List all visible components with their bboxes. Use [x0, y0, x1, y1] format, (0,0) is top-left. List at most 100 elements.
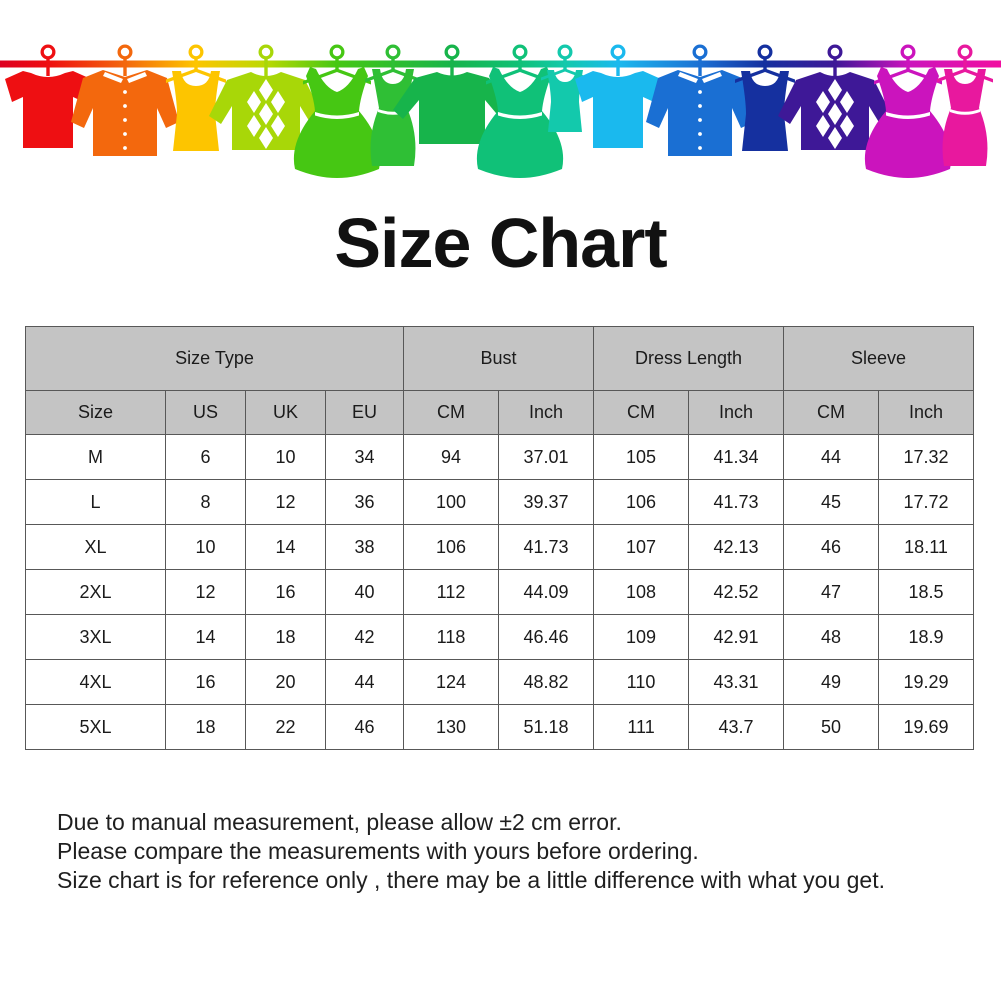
column-header: Size — [25, 390, 166, 435]
value-cell: 14 — [245, 524, 326, 570]
value-cell: 45 — [783, 479, 880, 525]
value-cell: 112 — [403, 569, 500, 615]
rainbow-rope-line — [0, 60, 1001, 68]
value-cell: 8 — [165, 479, 246, 525]
column-header: US — [165, 390, 246, 435]
group-header-dress-length: Dress Length — [593, 326, 785, 391]
note-line-1: Due to manual measurement, please allow … — [57, 809, 622, 835]
column-header: CM — [783, 390, 880, 435]
value-cell: 48.82 — [498, 659, 595, 705]
value-cell: 14 — [165, 614, 246, 660]
value-cell: 18 — [165, 704, 246, 750]
value-cell: 48 — [783, 614, 880, 660]
value-cell: 106 — [593, 479, 690, 525]
value-cell: 44 — [324, 659, 405, 705]
size-cell: L — [25, 479, 166, 525]
size-table: Size Type Bust Dress Length Sleeve Size US UK E… — [24, 326, 975, 750]
value-cell: 124 — [403, 659, 500, 705]
size-cell: 2XL — [25, 569, 166, 615]
value-cell: 47 — [783, 569, 880, 615]
value-cell: 46.46 — [498, 614, 595, 660]
value-cell: 36 — [324, 479, 405, 525]
group-header-sleeve: Sleeve — [783, 326, 975, 391]
value-cell: 44.09 — [498, 569, 595, 615]
column-header: CM — [403, 390, 500, 435]
value-cell: 18.9 — [878, 614, 975, 660]
group-header-bust: Bust — [403, 326, 595, 391]
value-cell: 42.13 — [688, 524, 785, 570]
note-line-3: Size chart is for reference only , there… — [57, 867, 885, 893]
value-cell: 17.32 — [878, 434, 975, 480]
value-cell: 10 — [245, 434, 326, 480]
table-row-4xl: 4XL 16 20 44 124 48.82 110 43.31 49 19.29 — [25, 659, 975, 705]
value-cell: 6 — [165, 434, 246, 480]
table-row-3xl: 3XL 14 18 42 118 46.46 109 42.91 48 18.9 — [25, 614, 975, 660]
value-cell: 106 — [403, 524, 500, 570]
table-row-xl: XL 10 14 38 106 41.73 107 42.13 46 18.11 — [25, 524, 975, 570]
group-header-size-type: Size Type — [24, 326, 405, 391]
yellow-tank-top-icon — [166, 44, 226, 151]
value-cell: 49 — [783, 659, 880, 705]
value-cell: 18 — [245, 614, 326, 660]
clothesline-banner — [0, 44, 1001, 178]
value-cell: 105 — [593, 434, 690, 480]
value-cell: 44 — [783, 434, 880, 480]
value-cell: 118 — [403, 614, 500, 660]
column-header: EU — [324, 390, 405, 435]
value-cell: 100 — [403, 479, 500, 525]
value-cell: 16 — [245, 569, 326, 615]
size-table-body: M 6 10 34 94 37.01 105 41.34 44 17.32 L 8 12 36 100 39.… — [25, 434, 975, 750]
value-cell: 107 — [593, 524, 690, 570]
value-cell: 42.91 — [688, 614, 785, 660]
size-cell: 3XL — [25, 614, 166, 660]
value-cell: 41.73 — [688, 479, 785, 525]
column-header: CM — [593, 390, 690, 435]
value-cell: 94 — [403, 434, 500, 480]
value-cell: 46 — [783, 524, 880, 570]
column-header: Inch — [688, 390, 785, 435]
value-cell: 17.72 — [878, 479, 975, 525]
value-cell: 111 — [593, 704, 690, 750]
value-cell: 41.34 — [688, 434, 785, 480]
value-cell: 20 — [245, 659, 326, 705]
size-table-head: Size Type Bust Dress Length Sleeve Size US UK E… — [24, 326, 975, 435]
column-header: Inch — [498, 390, 595, 435]
table-row-m: M 6 10 34 94 37.01 105 41.34 44 17.32 — [25, 434, 975, 480]
value-cell: 10 — [165, 524, 246, 570]
size-cell: M — [25, 434, 166, 480]
size-cell: XL — [25, 524, 166, 570]
size-cell: 5XL — [25, 704, 166, 750]
value-cell: 41.73 — [498, 524, 595, 570]
page-title: Size Chart — [334, 204, 667, 282]
size-table-container: Size Type Bust Dress Length Sleeve Size US UK E… — [24, 326, 975, 750]
table-row-5xl: 5XL 18 22 46 130 51.18 111 43.7 50 19.69 — [25, 704, 975, 750]
value-cell: 38 — [324, 524, 405, 570]
column-header: Inch — [878, 390, 975, 435]
value-cell: 19.69 — [878, 704, 975, 750]
cyan-tshirt-icon — [575, 44, 661, 148]
value-cell: 37.01 — [498, 434, 595, 480]
value-cell: 130 — [403, 704, 500, 750]
table-row-l: L 8 12 36 100 39.37 106 41.73 45 17.72 — [25, 479, 975, 525]
size-cell: 4XL — [25, 659, 166, 705]
value-cell: 18.5 — [878, 569, 975, 615]
value-cell: 12 — [245, 479, 326, 525]
note-line-2: Please compare the measurements with you… — [57, 838, 699, 864]
value-cell: 51.18 — [498, 704, 595, 750]
measurement-notes: Due to manual measurement, please allow … — [57, 808, 885, 895]
value-cell: 34 — [324, 434, 405, 480]
value-cell: 39.37 — [498, 479, 595, 525]
value-cell: 42 — [324, 614, 405, 660]
value-cell: 42.52 — [688, 569, 785, 615]
value-cell: 43.7 — [688, 704, 785, 750]
value-cell: 43.31 — [688, 659, 785, 705]
value-cell: 19.29 — [878, 659, 975, 705]
value-cell: 50 — [783, 704, 880, 750]
value-cell: 16 — [165, 659, 246, 705]
column-header: UK — [245, 390, 326, 435]
value-cell: 109 — [593, 614, 690, 660]
value-cell: 12 — [165, 569, 246, 615]
value-cell: 110 — [593, 659, 690, 705]
value-cell: 46 — [324, 704, 405, 750]
